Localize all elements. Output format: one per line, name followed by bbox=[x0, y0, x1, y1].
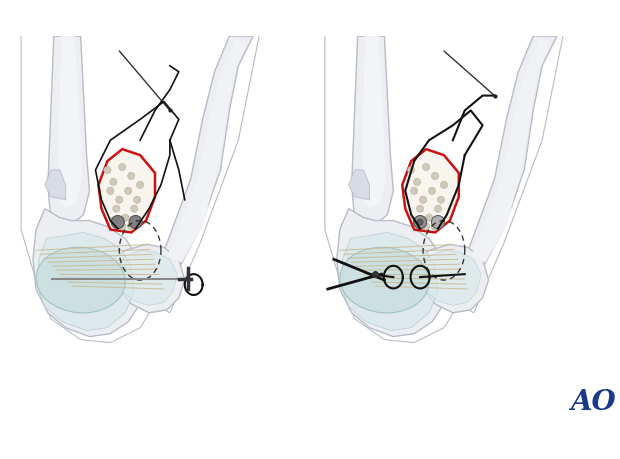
Polygon shape bbox=[402, 149, 459, 232]
Circle shape bbox=[428, 187, 436, 194]
Circle shape bbox=[116, 196, 123, 203]
Circle shape bbox=[440, 181, 448, 189]
Circle shape bbox=[425, 214, 433, 221]
Polygon shape bbox=[341, 232, 438, 330]
Circle shape bbox=[417, 219, 423, 225]
Circle shape bbox=[125, 187, 132, 194]
Circle shape bbox=[118, 163, 126, 171]
Circle shape bbox=[128, 223, 135, 230]
Polygon shape bbox=[465, 36, 557, 268]
Circle shape bbox=[417, 205, 423, 212]
Polygon shape bbox=[37, 232, 134, 330]
Polygon shape bbox=[33, 209, 143, 336]
Polygon shape bbox=[167, 39, 247, 262]
Circle shape bbox=[437, 196, 445, 203]
Polygon shape bbox=[414, 244, 489, 313]
Circle shape bbox=[133, 196, 141, 203]
Circle shape bbox=[414, 217, 421, 224]
Polygon shape bbox=[471, 39, 551, 262]
Circle shape bbox=[432, 216, 445, 229]
Polygon shape bbox=[337, 209, 447, 336]
Circle shape bbox=[118, 223, 126, 230]
Circle shape bbox=[432, 173, 438, 179]
Circle shape bbox=[422, 163, 430, 171]
Circle shape bbox=[104, 167, 111, 174]
Circle shape bbox=[414, 178, 421, 185]
Circle shape bbox=[432, 223, 438, 230]
Circle shape bbox=[414, 216, 427, 229]
Circle shape bbox=[122, 214, 129, 221]
Ellipse shape bbox=[36, 247, 125, 313]
Polygon shape bbox=[117, 250, 177, 305]
Circle shape bbox=[136, 181, 144, 189]
Circle shape bbox=[128, 173, 135, 179]
Polygon shape bbox=[420, 250, 481, 305]
Polygon shape bbox=[99, 149, 155, 232]
Circle shape bbox=[110, 217, 117, 224]
Circle shape bbox=[110, 178, 117, 185]
Circle shape bbox=[113, 205, 120, 212]
Circle shape bbox=[435, 205, 441, 212]
Polygon shape bbox=[45, 170, 66, 200]
Circle shape bbox=[129, 216, 142, 229]
Circle shape bbox=[420, 196, 427, 203]
Circle shape bbox=[410, 187, 418, 194]
Circle shape bbox=[407, 167, 415, 174]
Polygon shape bbox=[58, 36, 82, 209]
Ellipse shape bbox=[340, 247, 429, 313]
Circle shape bbox=[111, 216, 125, 229]
Polygon shape bbox=[161, 36, 253, 268]
Circle shape bbox=[131, 205, 138, 212]
Text: AO: AO bbox=[570, 389, 616, 415]
Polygon shape bbox=[48, 36, 89, 230]
Polygon shape bbox=[348, 170, 370, 200]
Circle shape bbox=[107, 187, 114, 194]
Polygon shape bbox=[352, 36, 393, 230]
Circle shape bbox=[422, 223, 430, 230]
Polygon shape bbox=[362, 36, 386, 209]
Polygon shape bbox=[110, 244, 185, 313]
